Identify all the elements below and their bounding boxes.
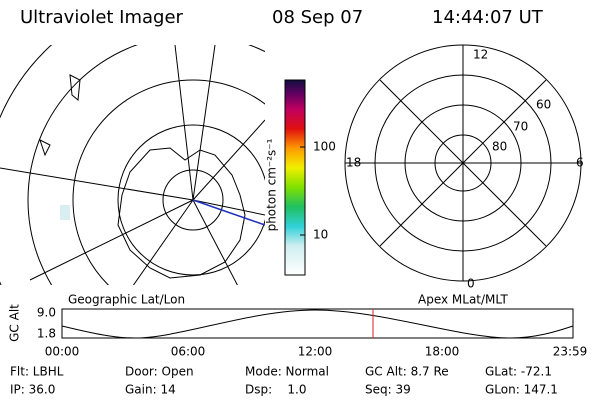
timeline-frame (61, 308, 574, 339)
geographic-map (0, 45, 265, 285)
lat-label: 80 (492, 140, 507, 154)
info-text: GLat: -72.1 (485, 365, 552, 379)
info-text: Mode: Normal (245, 365, 329, 379)
timeline-xtick: 00:00 (45, 345, 80, 359)
info-text: Dsp: 1.0 (245, 383, 307, 397)
mlt-label: 18 (346, 156, 361, 170)
left-map-label: Geographic Lat/Lon (68, 293, 185, 307)
mlt-label: 12 (473, 48, 488, 62)
info-text: GC Alt: 8.7 Re (365, 365, 449, 379)
mlt-label: 6 (576, 156, 584, 170)
timeline-ytick: 1.8 (37, 327, 56, 341)
title: Ultraviolet Imager (20, 7, 184, 28)
colorbar-tick: 100 (313, 140, 336, 154)
polar-map (344, 44, 582, 282)
lat-label: 70 (513, 120, 528, 134)
info-block: Flt: LBHL Door: Open Mode: Normal GC Alt: 8… (10, 365, 558, 397)
info-text: GLon: 147.1 (485, 383, 558, 397)
lat-label: 60 (536, 98, 551, 112)
info-text: Gain: 14 (125, 383, 176, 397)
info-text: Flt: LBHL (10, 365, 64, 379)
time: 14:44:07 UT (432, 7, 544, 28)
timeline-xtick: 23:59 (553, 345, 588, 359)
colorbar-tick: 10 (313, 228, 328, 242)
mlt-label: 0 (467, 277, 475, 291)
timeline-xtick: 06:00 (171, 345, 206, 359)
colorbar (284, 79, 306, 276)
altitude-curve (61, 309, 574, 339)
timeline-xtick: 18:00 (425, 345, 460, 359)
colorbar-label: photon cm⁻²s⁻¹ (265, 138, 279, 231)
right-map-label: Apex MLat/MLT (418, 293, 508, 307)
info-text: IP: 36.0 (10, 383, 55, 397)
info-text: Seq: 39 (365, 383, 411, 397)
timeline-ytick: 9.0 (37, 306, 56, 320)
info-text: Door: Open (125, 365, 194, 379)
timeline-ylabel: GC Alt (8, 304, 22, 342)
date: 08 Sep 07 (272, 7, 363, 28)
timeline-xtick: 12:00 (298, 345, 333, 359)
